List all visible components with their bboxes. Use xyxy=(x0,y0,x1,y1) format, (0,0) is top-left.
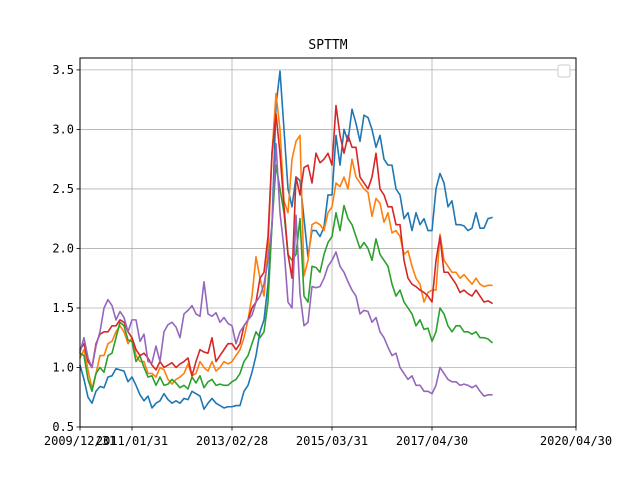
y-tick-label: 3.5 xyxy=(52,63,74,77)
x-tick-label: 2011/01/31 xyxy=(96,434,168,448)
y-tick-label: 1.0 xyxy=(52,360,74,374)
series-line-2 xyxy=(79,92,493,390)
series-layer xyxy=(79,70,493,410)
y-tick-label: 2.0 xyxy=(52,241,74,255)
legend-frame xyxy=(557,64,571,78)
plot-frame xyxy=(79,57,577,428)
x-tick-label: 2017/04/30 xyxy=(396,434,468,448)
series-line-4 xyxy=(79,104,493,377)
series-line-5 xyxy=(79,142,493,397)
y-tick-label: 0.5 xyxy=(52,420,74,434)
x-tick-label: 2009/12/31 xyxy=(44,434,116,448)
legend xyxy=(557,64,571,78)
y-tick-label: 1.5 xyxy=(52,301,74,315)
x-tick-label: 2013/02/28 xyxy=(196,434,268,448)
y-tick-label: 3.0 xyxy=(52,122,74,136)
x-tick-label: 2015/03/31 xyxy=(296,434,368,448)
series-line-1 xyxy=(79,70,493,410)
chart-title: SPTTM xyxy=(308,38,347,53)
x-tick-label: 2020/04/30 xyxy=(540,434,612,448)
axis-ticks: 0.5 1.0 1.5 2.0 2.5 3.0 3.5 2009/12/312011/01/3… xyxy=(44,63,612,448)
y-tick-label: 2.5 xyxy=(52,182,74,196)
